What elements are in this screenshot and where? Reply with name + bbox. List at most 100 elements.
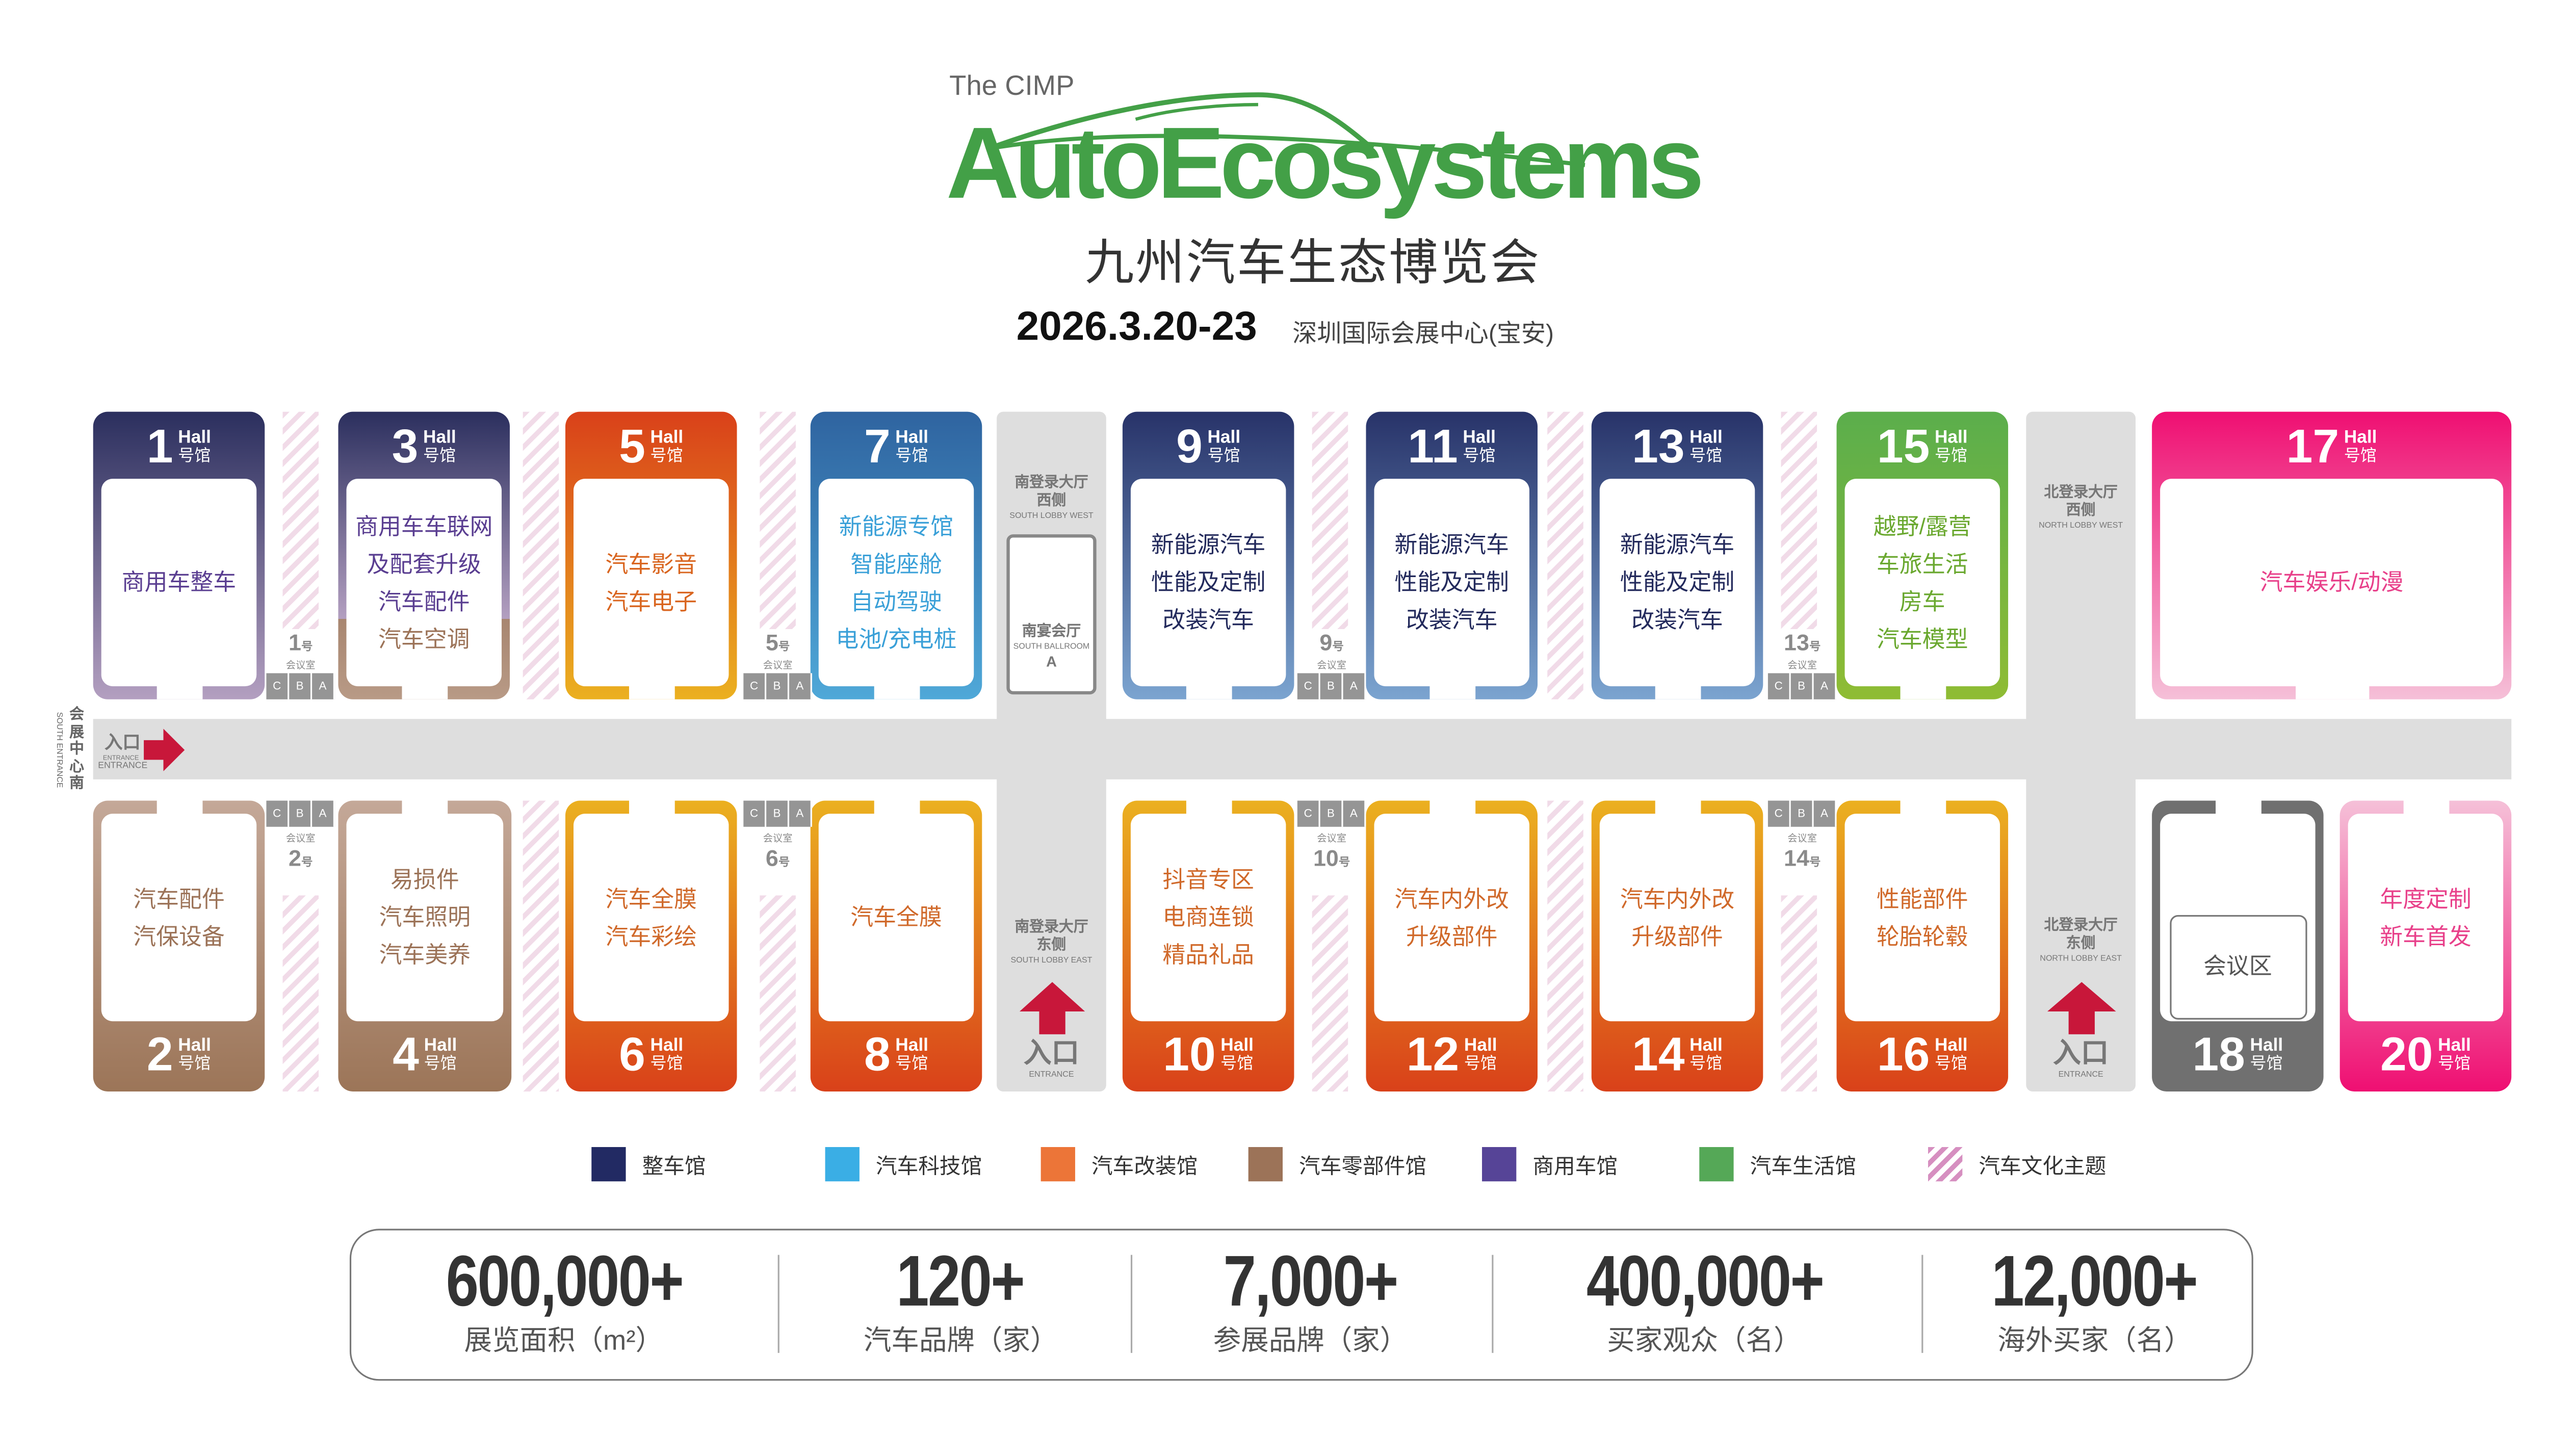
hall-2[interactable]: 汽车配件 汽保设备 2 Hall 号馆 — [93, 800, 265, 1092]
hall-theme-line: 汽车全膜 — [605, 885, 697, 911]
meeting-room-cell[interactable]: C — [1767, 800, 1791, 827]
meeting-room-cell[interactable]: A — [312, 673, 335, 699]
hall-content: 商用车车联网 及配套升级 汽车配件 汽车空调 — [346, 479, 502, 687]
hall-theme-line: 汽车娱乐/动漫 — [2259, 568, 2404, 595]
hall-label-en: Hall — [650, 428, 684, 448]
south-lobby — [997, 411, 1106, 1092]
hall-10[interactable]: 抖音专区 电商连锁 精品礼品 10 Hall 号馆 — [1122, 800, 1294, 1092]
hall-theme-line: 汽车照明 — [379, 903, 471, 930]
meeting-room-cell[interactable]: B — [289, 800, 313, 827]
north-lobby — [2026, 411, 2136, 1092]
hall-label: Hall 号馆 — [178, 1037, 211, 1074]
meeting-room-cell[interactable]: B — [1790, 800, 1814, 827]
south-lobby-east-entrance[interactable]: 入口 ENTRANCE — [1023, 1037, 1079, 1080]
hall-3[interactable]: 商用车车联网 及配套升级 汽车配件 汽车空调 3 Hall 号馆 — [338, 411, 510, 699]
hall-number: 2 — [146, 1028, 173, 1081]
hall-label-en: Hall — [650, 1036, 684, 1056]
hall-4[interactable]: 易损件 汽车照明 汽车美养 4 Hall 号馆 — [338, 800, 512, 1092]
hall-label: Hall 号馆 — [2438, 1037, 2471, 1074]
hall-label-cn: 号馆 — [178, 448, 211, 466]
hall-content: 汽车全膜 汽车彩绘 — [573, 814, 729, 1022]
meeting-room-cell[interactable]: C — [1767, 673, 1791, 699]
meeting-room-cell[interactable]: C — [266, 800, 290, 827]
hall-theme-line: 汽车模型 — [1877, 625, 1968, 652]
hall-16[interactable]: 性能部件 轮胎轮毂 16 Hall 号馆 — [1836, 800, 2009, 1092]
meeting-room-cell[interactable]: C — [743, 800, 767, 827]
south-entrance-label[interactable]: 入口 ENTRANCE ENTRANCE — [98, 734, 148, 771]
hall-theme-line: 新能源汽车 — [1394, 531, 1509, 557]
color-swatch-icon — [591, 1147, 626, 1182]
hall-label-cn: 号馆 — [423, 448, 456, 466]
meeting-room-suffix: 号 — [1809, 857, 1821, 870]
hall-12[interactable]: 汽车内外改 升级部件 12 Hall 号馆 — [1366, 800, 1538, 1092]
hall-content: 汽车配件 汽保设备 — [101, 814, 257, 1022]
hall-17[interactable]: 汽车娱乐/动漫 17 Hall 号馆 — [2152, 411, 2512, 699]
meeting-room-cell[interactable]: B — [1320, 800, 1343, 827]
event-venue: 深圳国际会展中心(宝安) — [1292, 320, 1554, 348]
meeting-room-cell[interactable]: B — [289, 673, 313, 699]
: 14 — [1784, 845, 1809, 871]
meeting-room-cell[interactable]: A — [789, 800, 812, 827]
meeting-room-cell[interactable]: A — [1343, 673, 1366, 699]
meeting-room-cell[interactable]: A — [789, 673, 812, 699]
hall-number-badge: 8 Hall 号馆 — [811, 1023, 982, 1088]
hall-label-cn: 号馆 — [1689, 448, 1723, 466]
meeting-room-cell[interactable]: C — [266, 673, 290, 699]
hall-label-en: Hall — [2438, 1036, 2471, 1056]
hall-8[interactable]: 汽车全膜 8 Hall 号馆 — [810, 800, 982, 1092]
hall-15[interactable]: 越野/露营 车旅生活 房车 汽车模型 15 Hall 号馆 — [1836, 411, 2009, 699]
color-swatch-icon — [1041, 1147, 1075, 1182]
hall-7[interactable]: 新能源专馆 智能座舱 自动驾驶 电池/充电桩 7 Hall 号馆 — [810, 411, 982, 699]
meeting-room-cell[interactable]: C — [743, 673, 767, 699]
north-lobby-east-entrance[interactable]: 入口 ENTRANCE — [2053, 1037, 2109, 1080]
legend-item: 汽车文化主题 — [1928, 1147, 2106, 1182]
meeting-room-cell[interactable]: B — [1790, 673, 1814, 699]
hall-door — [402, 800, 448, 816]
meeting-zone-box: 会议区 — [2169, 914, 2306, 1019]
meeting-room-label: 会议室 10号 — [1297, 834, 1366, 876]
meeting-room-cell[interactable]: B — [766, 800, 790, 827]
meeting-room-suffix: 号 — [778, 857, 790, 870]
hall-5[interactable]: 汽车影音 汽车电子 5 Hall 号馆 — [565, 411, 737, 699]
meeting-room-cell[interactable]: B — [1320, 673, 1343, 699]
meeting-room-cell[interactable]: A — [312, 800, 335, 827]
meeting-room-cell[interactable]: B — [766, 673, 790, 699]
hall-9[interactable]: 新能源汽车 性能及定制 改装汽车 9 Hall 号馆 — [1122, 411, 1294, 699]
hall-label-en: Hall — [1463, 428, 1496, 448]
hall-content: 汽车内外改 升级部件 — [1599, 814, 1755, 1022]
meeting-room-cell[interactable]: A — [1343, 800, 1366, 827]
hall-theme-line: 汽车影音 — [605, 550, 697, 576]
meeting-room-cell[interactable]: A — [1813, 800, 1837, 827]
hall-11[interactable]: 新能源汽车 性能及定制 改装汽车 11 Hall 号馆 — [1366, 411, 1538, 699]
hall-number: 1 — [146, 421, 173, 473]
hall-label: Hall 号馆 — [1689, 429, 1723, 466]
hall-13[interactable]: 新能源汽车 性能及定制 改装汽车 13 Hall 号馆 — [1591, 411, 1763, 699]
stat-value: 120+ — [897, 1241, 1026, 1322]
hall-14[interactable]: 汽车内外改 升级部件 14 Hall 号馆 — [1591, 800, 1763, 1092]
hall-20[interactable]: 年度定制 新车首发 20 Hall 号馆 — [2339, 800, 2512, 1092]
stat-divider — [777, 1255, 779, 1353]
hall-18[interactable]: 会议区 18 Hall 号馆 — [2152, 800, 2324, 1092]
hall-label-cn: 号馆 — [178, 1055, 211, 1074]
legend-label: 汽车改装馆 — [1091, 1153, 1198, 1178]
hall-1[interactable]: 商用车整车 1 Hall 号馆 — [93, 411, 265, 699]
hall-theme-line: 越野/露营 — [1873, 512, 1971, 539]
meeting-room-cell[interactable]: A — [1813, 673, 1837, 699]
hall-label-cn: 号馆 — [650, 448, 683, 466]
hall-number-badge: 14 Hall 号馆 — [1592, 1023, 1763, 1088]
meeting-room-cell[interactable]: C — [1297, 800, 1320, 827]
hall-theme-line: 房车 — [1899, 587, 1945, 614]
hall-theme-line: 性能及定制 — [1394, 568, 1509, 595]
hall-6[interactable]: 汽车全膜 汽车彩绘 6 Hall 号馆 — [565, 800, 737, 1092]
: 9 — [1319, 629, 1333, 656]
meeting-room-cell[interactable]: C — [1297, 673, 1320, 699]
stat-label: 海外买家（名） — [1997, 1325, 2192, 1357]
